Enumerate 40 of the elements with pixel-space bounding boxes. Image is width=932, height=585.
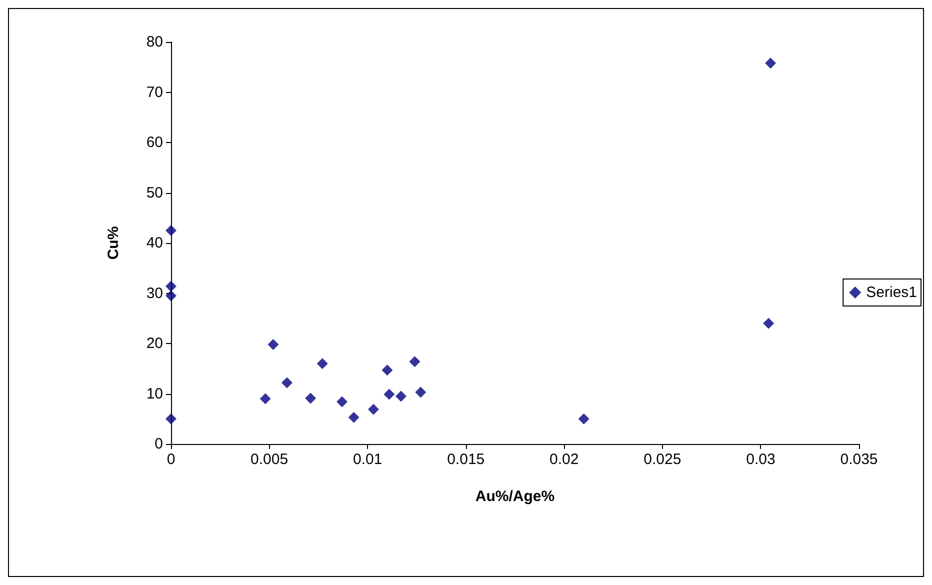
y-tick-label: 60 (146, 134, 163, 151)
y-axis-title: Cu% (105, 226, 122, 260)
point (763, 318, 774, 329)
point (305, 392, 316, 404)
point (166, 413, 176, 424)
x-tick-label: 0.02 (550, 451, 579, 468)
point (348, 412, 360, 423)
point (281, 377, 292, 388)
x-tick-label: 0.03 (746, 451, 776, 468)
y-tick-label: 10 (146, 385, 163, 402)
x-tick-label: 0.015 (447, 451, 485, 468)
point (409, 356, 420, 368)
point (166, 290, 176, 302)
point (765, 58, 776, 69)
y-tick-label: 80 (146, 34, 163, 50)
point (336, 396, 348, 408)
y-tick-label: 70 (146, 84, 163, 101)
point (166, 280, 176, 292)
x-tick-label: 0.01 (352, 451, 382, 468)
point (166, 224, 176, 236)
point (316, 358, 328, 370)
x-tick-label: 0 (166, 451, 176, 468)
y-tick-label: 40 (146, 234, 163, 252)
legend-label: Series1 (866, 284, 917, 301)
point (368, 404, 379, 415)
y-tick-label: 20 (146, 335, 163, 352)
point (415, 386, 426, 398)
y-tick-label: 30 (146, 284, 163, 302)
point (260, 393, 271, 404)
x-tick-label: 0.025 (644, 451, 682, 468)
x-tick-label: 0.035 (840, 451, 878, 468)
point (395, 390, 406, 402)
point (578, 413, 590, 424)
point (268, 339, 279, 350)
y-tick-label: 0 (154, 436, 163, 452)
point (384, 388, 395, 400)
x-axis-title: Au%/Age% (475, 488, 555, 505)
x-tick-label: 0.005 (250, 451, 288, 468)
y-tick-label: 50 (146, 184, 163, 202)
point (382, 364, 393, 376)
